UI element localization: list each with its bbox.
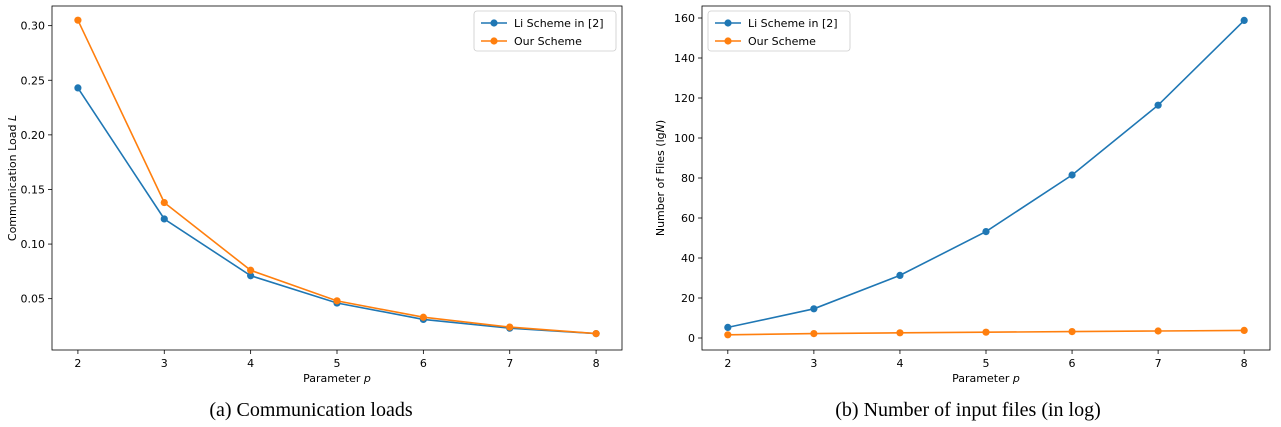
chart-a-y-tick-label: 0.10 — [21, 238, 46, 251]
chart-b-y-tick-label: 40 — [681, 252, 695, 265]
chart-b-y-tick-label: 120 — [674, 92, 695, 105]
chart-b-y-tick-label: 0 — [688, 332, 695, 345]
chart-a-x-tick-label: 8 — [593, 357, 600, 370]
chart-b-legend-label: Our Scheme — [748, 35, 816, 48]
chart-b-data-point — [1240, 326, 1248, 334]
chart-a-data-point — [506, 323, 514, 331]
chart-b-caption: (b) Number of input files (in log) — [835, 399, 1101, 421]
chart-b-y-tick-label: 80 — [681, 172, 695, 185]
chart-a-y-axis-label: Communication Load L — [6, 115, 19, 241]
chart-b-legend-label: Li Scheme in [2] — [748, 17, 838, 30]
chart-b-data-point — [810, 330, 818, 338]
chart-a-data-point — [419, 313, 427, 321]
chart-b-data-point — [1068, 328, 1076, 336]
chart-a-x-tick-label: 2 — [74, 357, 81, 370]
chart-b-x-tick-label: 3 — [810, 357, 817, 370]
chart-b-data-point — [724, 323, 732, 331]
chart-a-data-point — [333, 297, 341, 305]
chart-b-x-tick-label: 7 — [1155, 357, 1162, 370]
chart-a-y-tick-label: 0.05 — [21, 293, 46, 306]
chart-a-data-point — [74, 84, 82, 92]
chart-b-data-point — [982, 228, 990, 236]
chart-b-plot-frame — [701, 5, 1271, 351]
chart-b-data-point — [724, 331, 732, 339]
chart-a-series-line-li — [77, 87, 597, 335]
chart-a-x-tick-label: 5 — [334, 357, 341, 370]
chart-a-series-line-ours — [77, 19, 597, 335]
chart-b-x-axis-label: Parameter p — [952, 372, 1020, 385]
chart-b-series-line-li — [727, 19, 1245, 329]
chart-b-y-tick-label: 60 — [681, 212, 695, 225]
chart-a-x-tick-label: 6 — [420, 357, 427, 370]
chart-b-x-tick-label: 2 — [724, 357, 731, 370]
chart-a-legend-label: Li Scheme in [2] — [514, 17, 604, 30]
chart-a-caption: (a) Communication loads — [209, 399, 413, 421]
chart-b-y-axis-label: Number of Files (lgN) — [654, 120, 667, 236]
chart-b-y-tick-label: 160 — [674, 12, 695, 25]
chart-b-x-tick-label: 8 — [1241, 357, 1248, 370]
chart-a-x-tick-label: 3 — [161, 357, 168, 370]
chart-a-legend-label: Our Scheme — [514, 35, 582, 48]
chart-a-caption-group: (a) Communication loads — [209, 399, 413, 421]
chart-a-x-tick-label: 4 — [247, 357, 254, 370]
chart-b-data-point — [896, 271, 904, 279]
chart-a-data-point — [160, 215, 168, 223]
chart-a-legend-marker — [490, 19, 498, 27]
chart-b-y-tick-label: 100 — [674, 132, 695, 145]
chart-b-data-point — [982, 328, 990, 336]
chart-b-y-tick-label: 20 — [681, 292, 695, 305]
chart-a-legend-marker — [490, 37, 498, 45]
chart-a-data-point — [247, 272, 255, 280]
chart-a-data-point — [592, 330, 600, 338]
chart-b-caption-group: (b) Number of input files (in log) — [835, 399, 1101, 421]
chart-b-legend-marker — [724, 37, 732, 45]
chart-a-x-tick-label: 7 — [506, 357, 513, 370]
chart-b-data-point — [896, 329, 904, 337]
chart-b-legend-marker — [724, 19, 732, 27]
chart-b-y-tick-label: 140 — [674, 52, 695, 65]
chart-b-data-point — [1154, 327, 1162, 335]
chart-a-y-tick-label: 0.15 — [21, 183, 46, 196]
chart-a-y-tick-label: 0.25 — [21, 74, 46, 87]
chart-b-legend-box — [707, 10, 851, 52]
chart-b-x-tick-label: 6 — [1069, 357, 1076, 370]
chart-a-legend: Li Scheme in [2] Our Scheme — [473, 10, 617, 52]
chart-a-x-axis-label: Parameter p — [303, 372, 371, 385]
chart-b-legend: Li Scheme in [2] Our Scheme — [707, 10, 851, 52]
chart-a-y-tick-label: 0.20 — [21, 129, 46, 142]
chart-a-y-tick-label: 0.30 — [21, 20, 46, 33]
chart-b-x-tick-label: 5 — [983, 357, 990, 370]
chart-a-data-point — [74, 16, 82, 24]
chart-b-data-point — [1068, 171, 1076, 179]
chart-b-data-point — [810, 305, 818, 313]
chart-a: 2 3 4 5 6 7 8 0.05 0.10 0.15 0.20 0.25 0.30 Parameter… — [6, 5, 623, 385]
chart-a-legend-box — [473, 10, 617, 52]
chart-b-x-tick-label: 4 — [896, 357, 903, 370]
chart-b-data-point — [1154, 101, 1162, 109]
chart-b-data-point — [1240, 16, 1248, 24]
chart-a-data-point — [247, 266, 255, 274]
chart-a-data-point — [160, 198, 168, 207]
